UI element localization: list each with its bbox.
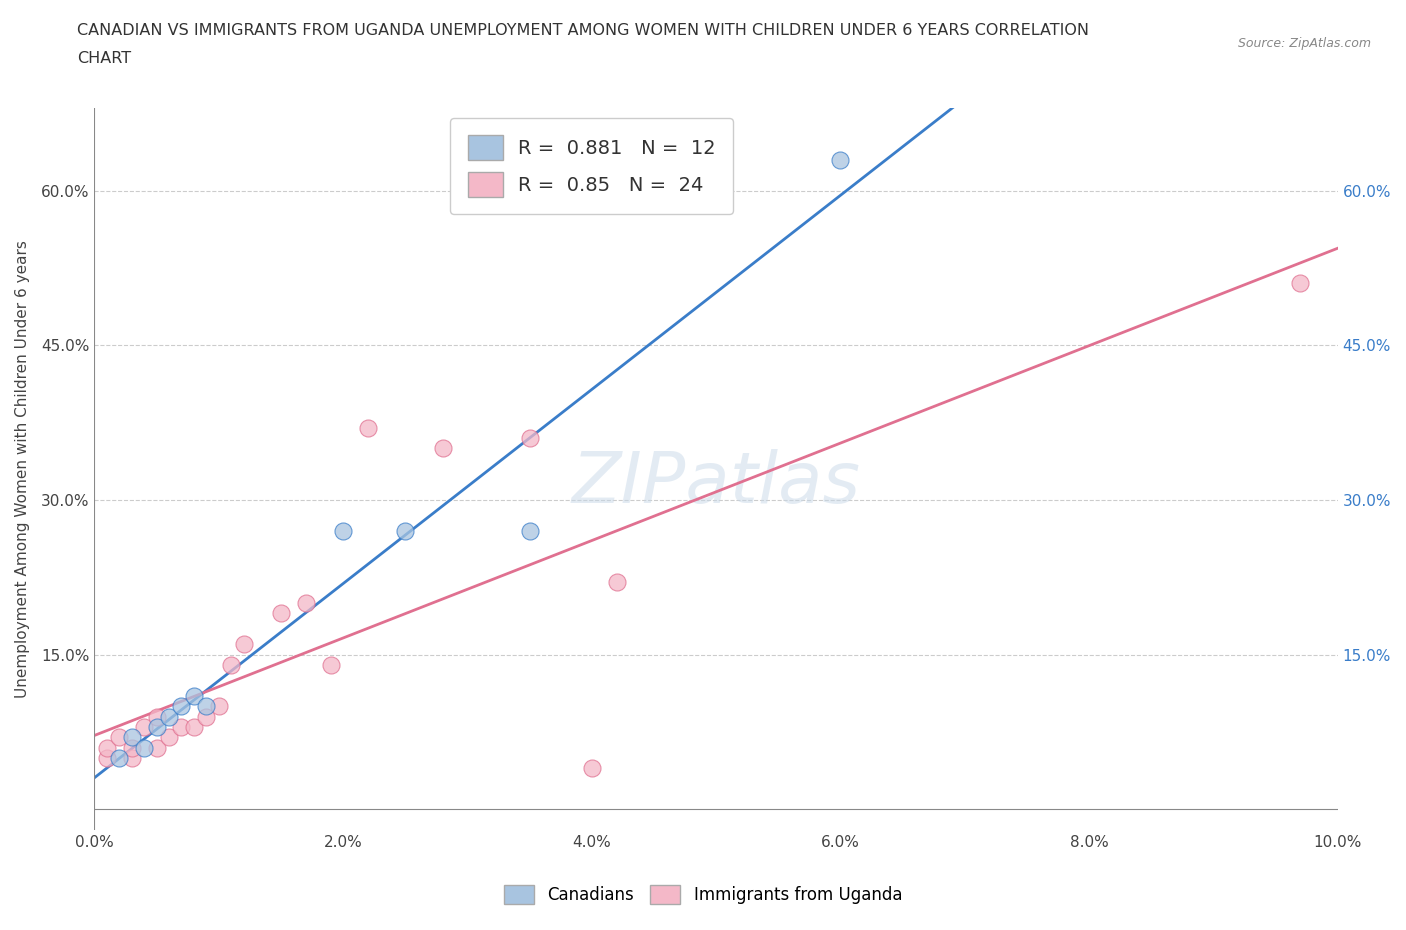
Point [581,761,603,776]
Text: CHART: CHART [77,51,131,66]
Point [232,637,254,652]
Point [170,698,193,713]
Point [519,431,541,445]
Point [195,698,218,713]
Legend: Canadians, Immigrants from Uganda: Canadians, Immigrants from Uganda [498,878,908,910]
Point [319,658,342,672]
Point [195,710,218,724]
Point [357,420,380,435]
Point [145,710,167,724]
Point [108,730,131,745]
Point [830,153,852,167]
Point [394,524,416,538]
Point [170,720,193,735]
Point [121,730,143,745]
Point [121,740,143,755]
Point [121,751,143,765]
Text: Source: ZipAtlas.com: Source: ZipAtlas.com [1237,37,1371,50]
Point [183,688,205,703]
Point [134,720,156,735]
Text: CANADIAN VS IMMIGRANTS FROM UGANDA UNEMPLOYMENT AMONG WOMEN WITH CHILDREN UNDER : CANADIAN VS IMMIGRANTS FROM UGANDA UNEMP… [77,23,1090,38]
Point [295,596,318,611]
Y-axis label: Unemployment Among Women with Children Under 6 years: Unemployment Among Women with Children U… [15,240,30,698]
Point [145,740,167,755]
Point [145,720,167,735]
Point [134,740,156,755]
Point [208,698,231,713]
Legend: R =  0.881   N =  12, R =  0.85   N =  24: R = 0.881 N = 12, R = 0.85 N = 24 [450,118,734,214]
Point [270,606,292,621]
Point [219,658,242,672]
Point [606,575,628,590]
Point [332,524,354,538]
Point [96,751,118,765]
Point [183,720,205,735]
Point [519,524,541,538]
Point [1289,276,1312,291]
Point [96,740,118,755]
Point [432,441,454,456]
Point [157,730,180,745]
Point [157,710,180,724]
Text: ZIPatlas: ZIPatlas [572,449,860,518]
Point [108,751,131,765]
